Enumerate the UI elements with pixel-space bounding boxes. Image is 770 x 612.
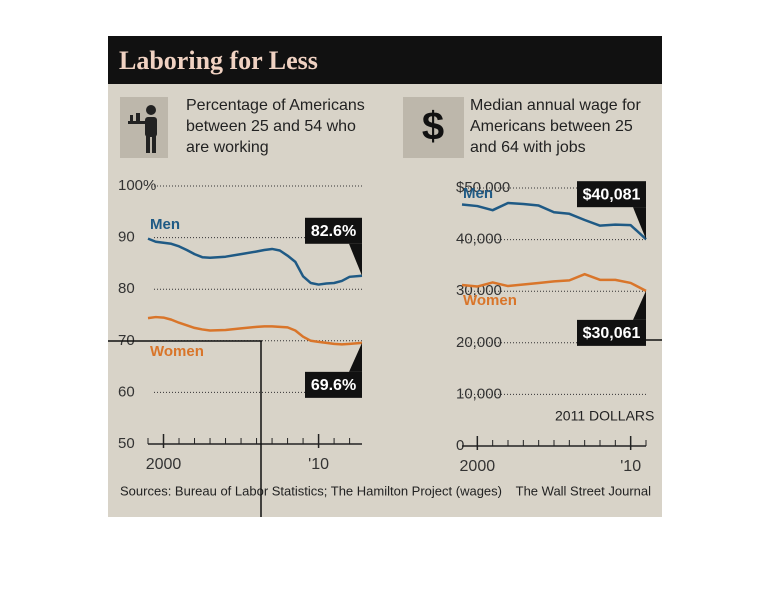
overlay-lines — [108, 339, 662, 517]
x-tick-label: 2000 — [460, 458, 496, 475]
y-tick-label: 60 — [118, 383, 135, 400]
y-tick-label: $50,000 — [456, 179, 510, 196]
y-tick-label: 90 — [118, 229, 135, 246]
legend-label: Women — [463, 292, 517, 309]
callout-label: $30,061 — [583, 325, 641, 342]
svg-text:$: $ — [422, 105, 444, 149]
callout-box — [577, 319, 646, 346]
callout-label: 69.6% — [311, 377, 356, 394]
subtitle: between 25 and 54 who — [186, 118, 356, 135]
y-tick-label: 80 — [118, 280, 135, 297]
y-tick-label: 50 — [118, 435, 135, 452]
callout-box — [305, 217, 362, 244]
subtitle: Median annual wage for — [470, 97, 641, 114]
waiter-icon — [120, 97, 168, 158]
callout-pointer — [633, 290, 646, 320]
charts: Percentage of Americans between 25 and 54… — [118, 97, 654, 475]
subtitle: Americans between 25 — [470, 118, 633, 135]
title-bar — [108, 36, 662, 84]
y-tick-label: 40,000 — [456, 231, 502, 248]
subtitle: and 64 with jobs — [470, 139, 586, 156]
note: 2011 DOLLARS — [555, 408, 654, 424]
panel — [108, 36, 662, 517]
y-tick-label: 20,000 — [456, 334, 502, 351]
line — [147, 315, 363, 346]
y-tick-label: 100% — [118, 177, 156, 194]
subtitle: are working — [186, 139, 269, 156]
y-tick-label: 10,000 — [456, 385, 502, 402]
callout-pointer — [633, 207, 646, 240]
dollar-icon: $ — [403, 97, 464, 158]
title: Laboring for Less — [119, 46, 318, 75]
callout-box — [577, 181, 646, 208]
callout-label: $40,081 — [583, 186, 641, 203]
line — [147, 237, 363, 286]
line — [461, 272, 647, 292]
credit: The Wall Street Journal — [516, 483, 651, 498]
x-tick-label: '10 — [620, 458, 641, 475]
source: Sources: Bureau of Labor Statistics; The… — [120, 483, 502, 498]
callout-label: 82.6% — [311, 223, 356, 240]
callout-box — [305, 371, 362, 398]
subtitle: Percentage of Americans — [186, 97, 365, 114]
callout-pointer — [349, 243, 362, 276]
legend-label: Men — [150, 216, 180, 233]
y-tick-label: 0 — [456, 437, 464, 454]
x-tick-label: '10 — [308, 456, 329, 473]
callout-pointer — [349, 342, 362, 372]
legend-label: Women — [150, 343, 204, 360]
line — [461, 201, 647, 241]
legend-label: Men — [463, 185, 493, 202]
x-tick-label: 2000 — [146, 456, 182, 473]
